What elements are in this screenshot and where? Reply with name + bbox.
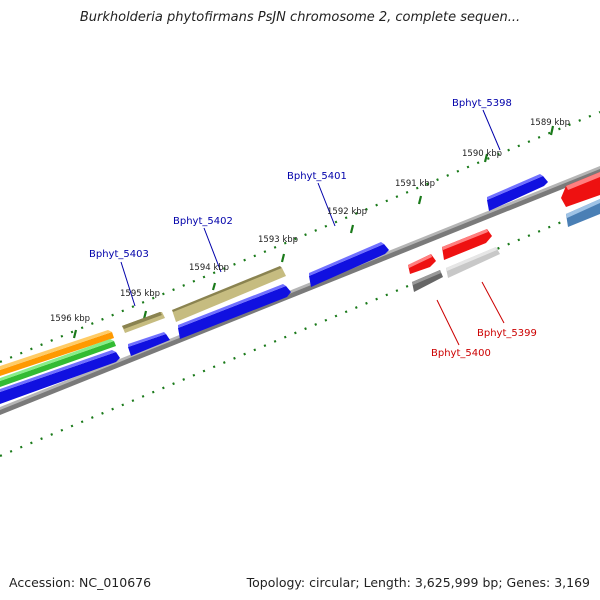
gene-bphyt-5403[interactable] (122, 312, 165, 333)
major-tick-marks (72, 125, 555, 339)
chromosome-backbone (0, 166, 600, 415)
gene-label-bphyt-5401[interactable]: Bphyt_5401 (287, 171, 347, 182)
forward-strand-genes (0, 174, 548, 404)
gene-bphyt-5399[interactable] (446, 247, 500, 278)
gene-blue-mid[interactable] (178, 284, 291, 339)
gene-label-bphyt-5400[interactable]: Bphyt_5400 (431, 348, 491, 359)
gene-orange[interactable] (0, 330, 114, 376)
tick-label: 1593 kbp (258, 235, 298, 245)
gene-blue-small[interactable] (128, 332, 170, 356)
gene-bphyt-5401[interactable] (309, 242, 389, 287)
label-leaders (120, 109, 505, 346)
gene-label-bphyt-5399[interactable]: Bphyt_5399 (477, 328, 537, 339)
outer-tick-ring (0, 110, 600, 364)
gene-red-far-right[interactable] (561, 172, 600, 207)
tick-label: 1592 kbp (327, 207, 367, 217)
tick-label: 1589 kbp (530, 118, 570, 128)
map-title: Burkholderia phytofirmans PsJN chromosom… (79, 10, 521, 25)
tick-labels: 1589 kbp 1590 kbp 1591 kbp 1592 kbp 1593… (50, 118, 570, 324)
genome-summary-text: Topology: circular; Length: 3,625,999 bp… (246, 575, 590, 590)
tick-label: 1590 kbp (462, 149, 502, 159)
reverse-strand-genes (408, 172, 600, 292)
gene-red-right-a[interactable] (408, 254, 436, 274)
gene-bphyt-5400[interactable] (412, 270, 443, 292)
tick-label: 1596 kbp (50, 314, 90, 324)
gene-green[interactable] (0, 339, 116, 387)
gene-bphyt-5398[interactable] (487, 174, 548, 211)
accession-text: Accession: NC_010676 (9, 575, 152, 590)
tick-label: 1591 kbp (395, 179, 435, 189)
tick-label: 1594 kbp (189, 263, 229, 273)
gene-label-bphyt-5402[interactable]: Bphyt_5402 (173, 216, 233, 227)
gene-label-bphyt-5398[interactable]: Bphyt_5398 (452, 98, 512, 109)
gene-bphyt-5402[interactable] (172, 266, 286, 322)
gene-red-right-b[interactable] (442, 229, 492, 260)
gene-steel-far-right[interactable] (566, 199, 600, 227)
gene-blue-left[interactable] (0, 350, 120, 404)
gene-labels: Bphyt_5398 Bphyt_5401 Bphyt_5402 Bphyt_5… (89, 98, 537, 359)
gene-label-bphyt-5403[interactable]: Bphyt_5403 (89, 249, 149, 260)
tick-label: 1595 kbp (120, 289, 160, 299)
